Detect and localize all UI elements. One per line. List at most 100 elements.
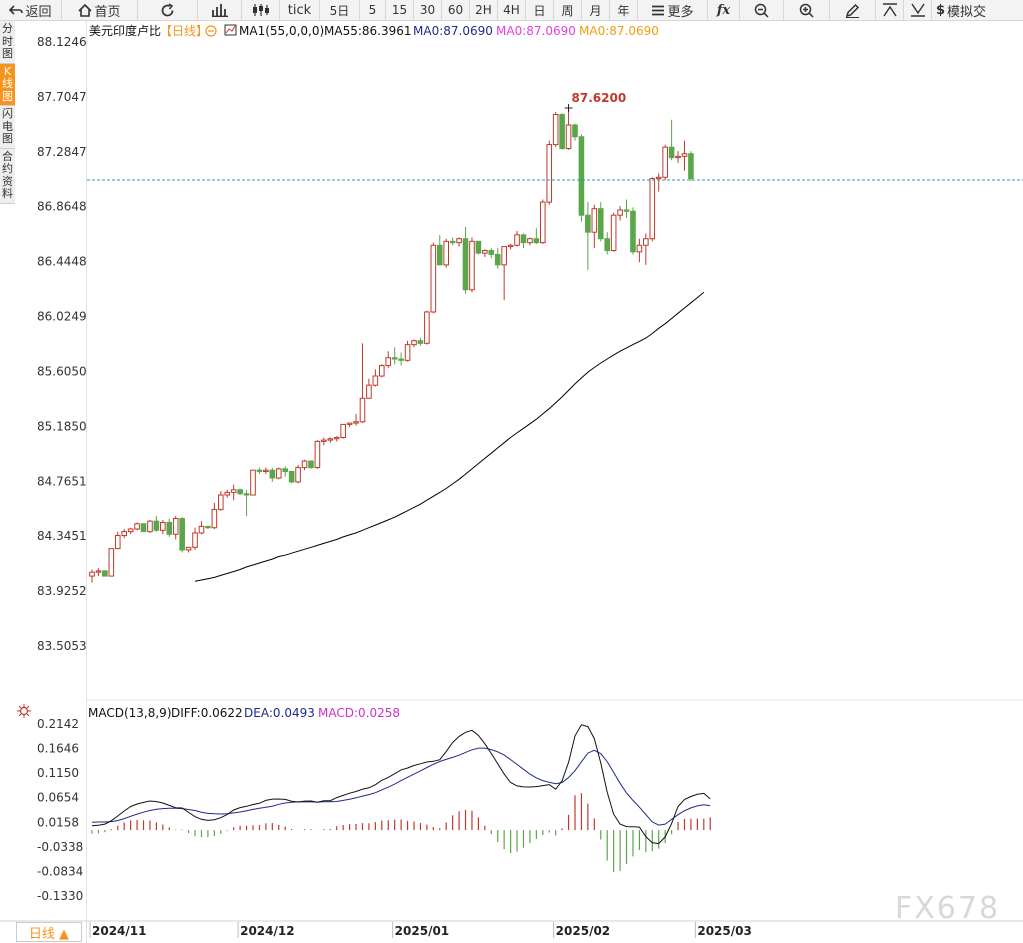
back-button[interactable]: 返回 (0, 0, 62, 20)
ma-b-value: MA0:87.0690 (496, 24, 576, 38)
period-month-label: 月 (589, 3, 602, 18)
bar-chart-icon (211, 4, 228, 17)
candle-body (211, 508, 218, 529)
candle-body (95, 570, 102, 573)
candle-body (340, 423, 346, 438)
indicator-icon[interactable] (224, 24, 237, 36)
formula-button[interactable]: fx (708, 0, 740, 20)
period-selector-label: 日线 ▲ (28, 926, 70, 942)
candle-body (636, 244, 643, 253)
tab-flash[interactable]: 闪电图 (0, 106, 15, 149)
tab-intraday-label: 分时图 (2, 22, 13, 60)
candle-body (333, 436, 340, 440)
settings-icon[interactable] (205, 25, 217, 37)
zoom-out-button[interactable] (740, 0, 784, 20)
period-5d-button[interactable]: 5日 (320, 0, 360, 20)
macd-settings-icon[interactable] (17, 704, 31, 718)
candle-body (597, 208, 604, 240)
period-5m-button[interactable]: 5 (360, 0, 386, 20)
candle-body (379, 365, 385, 377)
period-15m-button[interactable]: 15 (386, 0, 414, 20)
candle-body (572, 124, 578, 138)
more-label: 更多 (667, 4, 694, 20)
ma55-line (194, 291, 705, 582)
zoom-in-button[interactable] (784, 0, 830, 20)
price-axis-column (15, 21, 87, 943)
candle-body (514, 234, 520, 246)
period-month-button[interactable]: 月 (582, 0, 610, 20)
candle-body (404, 344, 411, 361)
period-week-button[interactable]: 周 (554, 0, 582, 20)
period-year-button[interactable]: 年 (610, 0, 638, 20)
period-30m-button[interactable]: 30 (414, 0, 442, 20)
tab-intraday[interactable]: 分时图 (0, 21, 15, 64)
period-4h-button[interactable]: 4H (498, 0, 526, 20)
period-day-button[interactable]: 日 (526, 0, 554, 20)
dea-line (91, 747, 711, 826)
candle-body (198, 525, 205, 534)
candle-body (275, 468, 282, 479)
candle-body (494, 253, 501, 266)
ma-a-value: MA0:87.0690 (413, 24, 493, 38)
macd-tick-label: -0.0338 (37, 840, 83, 854)
triangle-up-button[interactable] (876, 0, 904, 20)
formula-label: fx (716, 2, 731, 18)
macd-tick-label: 0.1150 (37, 766, 79, 780)
candle-body (250, 469, 256, 496)
period-selector-button[interactable]: 日线 ▲ (16, 922, 82, 942)
tab-kline[interactable]: K线图 (0, 63, 15, 106)
candle-body (121, 531, 128, 537)
period-60m-button[interactable]: 60 (442, 0, 470, 20)
symbol-name: 美元印度卢比 (89, 23, 161, 38)
candle-body (617, 209, 623, 216)
period-30m-label: 30 (419, 3, 436, 17)
macd-tick-label: 0.2142 (37, 717, 79, 731)
diff-line (91, 724, 711, 845)
candle-body (520, 234, 527, 244)
refresh-button[interactable] (138, 0, 198, 20)
triangle-up-icon (882, 3, 897, 17)
menu-icon (652, 5, 665, 15)
candle-body (321, 439, 327, 442)
candle-body (643, 238, 649, 246)
price-tick-label: 84.7651 (37, 474, 87, 488)
refresh-icon (161, 2, 174, 16)
candle-body (443, 240, 449, 266)
candle-body (578, 136, 585, 216)
candle-body (385, 357, 392, 367)
home-button[interactable]: 首页 (62, 0, 138, 20)
period-week-label: 周 (561, 3, 574, 18)
zoom-in-icon (799, 3, 814, 18)
triangle-down-button[interactable] (904, 0, 932, 20)
period-2h-button[interactable]: 2H (470, 0, 498, 20)
macd-axis-labels: 0.2142 0.1646 0.1150 0.0654 0.0158 -0.0338 -0.… (37, 717, 83, 903)
candle-body (668, 146, 675, 159)
tab-contract-info[interactable]: 合约资料 (0, 148, 15, 204)
candle-body (456, 238, 462, 244)
candle-body (585, 214, 591, 233)
candle-body (127, 528, 134, 533)
macd-tick-label: -0.0834 (37, 864, 83, 878)
period-5d-label: 5日 (329, 3, 350, 18)
candle-body (482, 250, 488, 254)
candle-body (114, 535, 121, 550)
tick-button[interactable]: tick (280, 0, 320, 20)
candlestick-chart-button[interactable] (242, 0, 280, 20)
draw-button[interactable] (830, 0, 876, 20)
price-tick-label: 83.5053 (37, 639, 87, 653)
ma55-value: MA55:86.3961 (324, 24, 412, 38)
macd-lines (91, 724, 711, 845)
candle-body (263, 469, 269, 472)
macd-tick-label: 0.0158 (37, 815, 79, 829)
candle-body (398, 358, 404, 361)
date-tick-label: 2024/12 (240, 924, 294, 938)
period-2h-label: 2H (475, 3, 492, 17)
macd-diff-value: DIFF:0.0622 (171, 706, 243, 720)
candle-body (610, 214, 617, 252)
bar-chart-button[interactable] (198, 0, 242, 20)
simulated-trading-button[interactable]: $ 模拟交 (932, 0, 990, 20)
more-button[interactable]: 更多 (638, 0, 708, 20)
macd-tick-label: 0.0654 (37, 791, 79, 805)
candle-body (108, 548, 115, 577)
